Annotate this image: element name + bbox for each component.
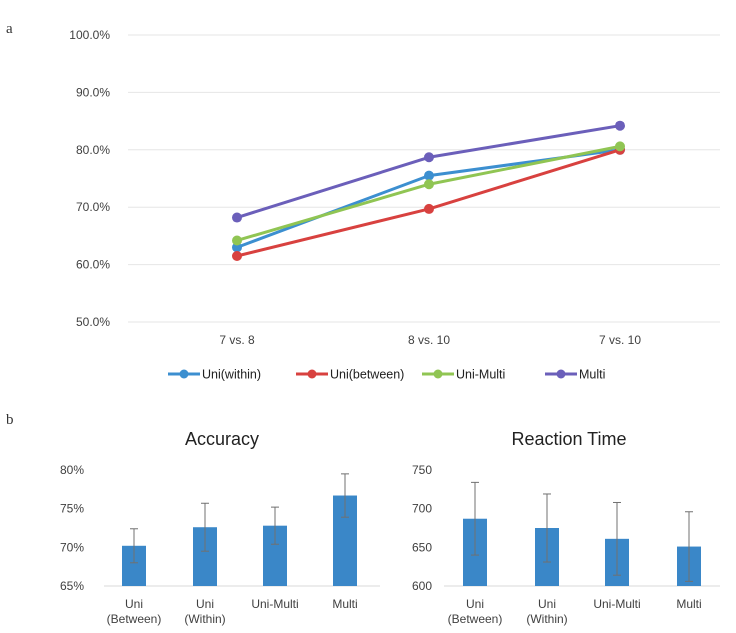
accuracy-title: Accuracy <box>185 429 259 449</box>
data-point <box>424 152 434 163</box>
y-tick-label: 700 <box>412 502 432 516</box>
x-tick-label: Uni-Multi <box>251 597 298 611</box>
data-point <box>615 120 625 131</box>
x-tick-label: 8 vs. 10 <box>408 333 450 347</box>
line-chart: 50.0% 60.0% 70.0% 80.0% 90.0% 100.0% 7 vs. 8 8 … <box>69 28 720 347</box>
y-tick-label: 50.0% <box>76 315 110 329</box>
y-tick-label: 75% <box>60 502 84 516</box>
x-tick-label: Multi <box>676 597 701 611</box>
data-point <box>615 141 625 152</box>
line-legend: Uni(within) Uni(between) Uni-Multi Multi <box>168 368 605 382</box>
y-tick-label: 80% <box>60 463 84 477</box>
legend-label: Multi <box>579 368 605 382</box>
y-tick-label: 70.0% <box>76 200 110 214</box>
legend-marker <box>433 369 443 379</box>
y-tick-label: 90.0% <box>76 85 110 99</box>
x-tick-label: (Within) <box>526 612 567 626</box>
reaction-time-chart: 600650700750Uni(Between)Uni(Within)Uni-M… <box>412 463 720 626</box>
x-tick-label: (Between) <box>448 612 503 626</box>
y-tick-label: 80.0% <box>76 143 110 157</box>
data-point <box>232 235 242 246</box>
legend-label: Uni(within) <box>202 368 261 382</box>
data-point <box>424 203 434 214</box>
y-tick-label: 70% <box>60 540 84 554</box>
x-tick-label: Uni-Multi <box>593 597 640 611</box>
x-tick-label: Uni <box>196 597 214 611</box>
data-point <box>424 170 434 181</box>
data-point <box>232 242 242 253</box>
legend-marker <box>179 369 189 379</box>
y-tick-label: 100.0% <box>69 28 110 42</box>
y-tick-label: 650 <box>412 540 432 554</box>
x-tick-label: (Between) <box>107 612 162 626</box>
legend-label: Uni-Multi <box>456 368 505 382</box>
legend-marker <box>307 369 317 379</box>
y-tick-label: 60.0% <box>76 258 110 272</box>
x-tick-label: Uni <box>538 597 556 611</box>
data-point <box>232 250 242 261</box>
panel-label-a: a <box>6 21 13 37</box>
panel-label-b: b <box>6 412 14 428</box>
data-point <box>232 212 242 223</box>
x-tick-label: 7 vs. 8 <box>219 333 255 347</box>
x-tick-label: Multi <box>332 597 357 611</box>
x-tick-label: Uni <box>125 597 143 611</box>
legend-marker <box>556 369 566 379</box>
y-tick-label: 65% <box>60 579 84 593</box>
x-tick-label: Uni <box>466 597 484 611</box>
y-tick-label: 750 <box>412 463 432 477</box>
reaction-time-title: Reaction Time <box>511 429 626 449</box>
x-tick-label: (Within) <box>184 612 225 626</box>
series-line <box>236 148 621 258</box>
data-point <box>424 179 434 190</box>
x-tick-label: 7 vs. 10 <box>599 333 641 347</box>
legend-label: Uni(between) <box>330 368 404 382</box>
accuracy-chart: 65%70%75%80%Uni(Between)Uni(Within)Uni-M… <box>60 463 380 626</box>
y-tick-label: 600 <box>412 579 432 593</box>
